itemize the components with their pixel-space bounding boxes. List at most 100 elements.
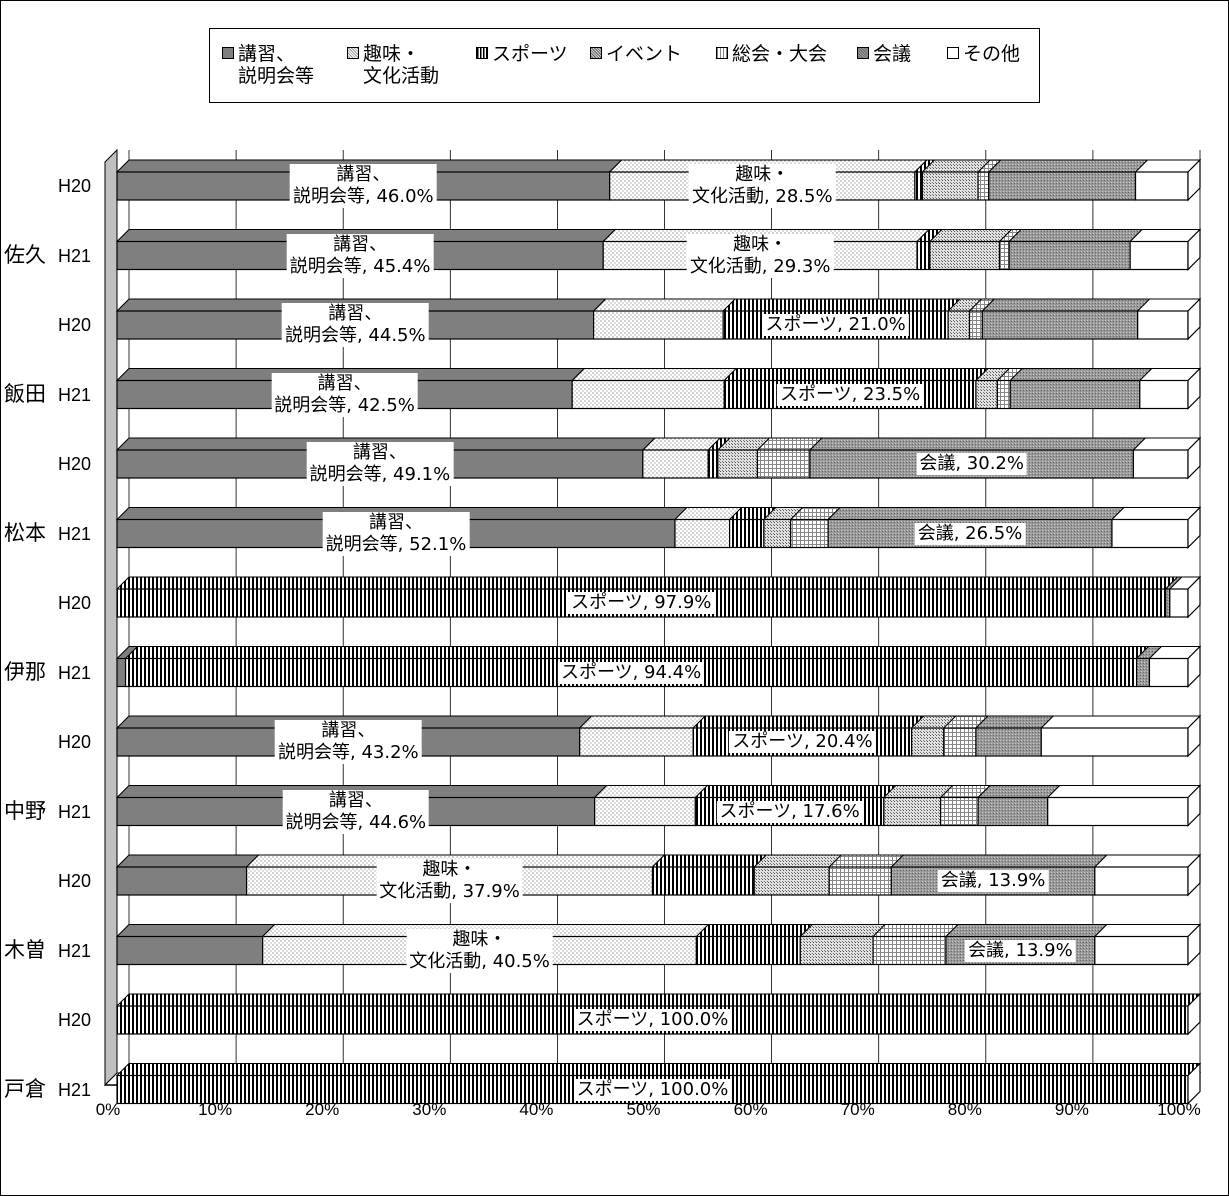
data-label: 会議, 26.5% <box>914 522 1026 545</box>
bar-top-face <box>828 854 905 868</box>
bar-end-face <box>1187 228 1201 271</box>
data-label: 趣味・ 文化活動, 29.3% <box>686 233 834 278</box>
region-label: 松本 <box>4 520 46 545</box>
bar-segment <box>968 310 983 340</box>
legend-label: イベント <box>606 43 683 65</box>
bar-top-face <box>115 576 1179 590</box>
bar-segment <box>592 310 724 340</box>
x-tick-label: 10% <box>198 1100 233 1119</box>
bar-segment <box>1047 796 1189 827</box>
bar-segment <box>1139 379 1189 410</box>
bar-top-face <box>115 1063 1202 1076</box>
bar-top-face <box>976 785 1061 798</box>
bar-segment <box>1008 240 1131 271</box>
data-label: 講習、 説明会等, 44.5% <box>281 303 429 347</box>
year-label: H20 <box>58 593 92 613</box>
bar-end-face <box>1187 714 1201 758</box>
bar-top-face <box>1009 368 1154 381</box>
data-label: 会議, 13.9% <box>937 870 1049 892</box>
bar-top-face <box>570 368 738 381</box>
year-label: H20 <box>58 315 92 335</box>
bar-top-face <box>115 854 260 868</box>
bar-segment <box>916 240 931 271</box>
bar-segment <box>695 935 801 966</box>
region-label: 中野 <box>4 798 46 823</box>
legend-swatch <box>947 47 959 59</box>
bar-segment <box>939 796 979 827</box>
bar-segment <box>1135 657 1151 688</box>
bar-segment <box>729 518 765 549</box>
bar-segment <box>790 518 829 549</box>
bar-segment <box>1094 866 1189 896</box>
bar-segment <box>1169 588 1189 618</box>
data-label: 講習、 説明会等, 43.2% <box>275 720 422 764</box>
bar-top-face <box>944 924 1109 937</box>
bar-end-face <box>1187 158 1201 202</box>
bar-segment <box>116 866 248 896</box>
legend-label: 総会・大会 <box>732 43 828 65</box>
bar-end-face <box>1187 645 1201 688</box>
bar-top-face <box>694 785 898 798</box>
bar-end-face <box>1187 923 1201 966</box>
bar-segment <box>981 310 1139 340</box>
legend-swatch <box>476 47 488 59</box>
bar-top-face <box>808 437 1147 451</box>
bar-segment <box>799 935 874 966</box>
region-label: 木曽 <box>4 937 46 962</box>
bar-top-face <box>578 715 707 729</box>
legend-item: イベント <box>590 43 682 65</box>
bar-top-face <box>826 507 1126 520</box>
bar-segment <box>998 240 1010 271</box>
x-tick-label: 90% <box>1054 1100 1089 1119</box>
bar-end-face <box>1187 575 1201 619</box>
legend-swatch <box>347 47 359 59</box>
bar-top-face <box>592 298 737 312</box>
legend-label: 講習、 説明会等 <box>238 43 315 87</box>
legend-label: 会議 <box>873 43 912 65</box>
year-label: H20 <box>58 871 92 891</box>
legend-item: 総会・大会 <box>716 43 827 65</box>
bar-end-face <box>1187 297 1201 341</box>
data-label: スポーツ, 23.5% <box>776 383 924 406</box>
bar-top-face <box>974 715 1055 729</box>
legend-swatch <box>857 47 869 59</box>
bar-segment <box>1009 379 1141 410</box>
bar-segment <box>674 518 731 549</box>
bar-segment <box>988 171 1137 201</box>
year-label: H21 <box>58 523 92 544</box>
bar-top-face <box>1093 924 1202 937</box>
bar-top-face <box>753 854 843 868</box>
bar-segment <box>753 866 830 896</box>
bar-segment <box>651 866 755 896</box>
bar-end-face <box>1187 992 1201 1036</box>
data-label: スポーツ, 100.0% <box>573 1078 732 1101</box>
bar-segment <box>1134 171 1189 201</box>
bar-top-face <box>987 159 1149 173</box>
year-label: H21 <box>58 1079 92 1100</box>
bar-segment <box>977 171 990 201</box>
legend-swatch <box>716 47 728 59</box>
legend-label: その他 <box>963 43 1021 65</box>
bar-segment <box>763 518 792 549</box>
data-label: 趣味・ 文化活動, 40.5% <box>406 928 553 973</box>
bar-segment <box>975 727 1042 757</box>
legend-item: 会議 <box>857 43 911 65</box>
data-label: 講習、 説明会等, 45.4% <box>286 233 434 278</box>
bar-segment <box>717 449 759 479</box>
bar-top-face <box>799 924 887 937</box>
region-label: 戸倉 <box>4 1076 46 1101</box>
year-label: H20 <box>58 454 92 474</box>
legend-item: その他 <box>947 43 1020 65</box>
bar-end-face <box>1187 853 1201 897</box>
bar-end-face <box>1187 506 1201 549</box>
bar-segment <box>914 171 923 201</box>
bar-segment <box>929 240 1001 271</box>
legend-label: スポーツ <box>492 43 568 65</box>
x-tick-label: 0% <box>95 1100 121 1119</box>
legend-swatch <box>222 47 234 59</box>
bar-top-face <box>641 437 722 451</box>
bar-top-face <box>695 924 814 937</box>
x-tick-label: 50% <box>626 1100 661 1119</box>
x-tick-label: 20% <box>305 1100 340 1119</box>
